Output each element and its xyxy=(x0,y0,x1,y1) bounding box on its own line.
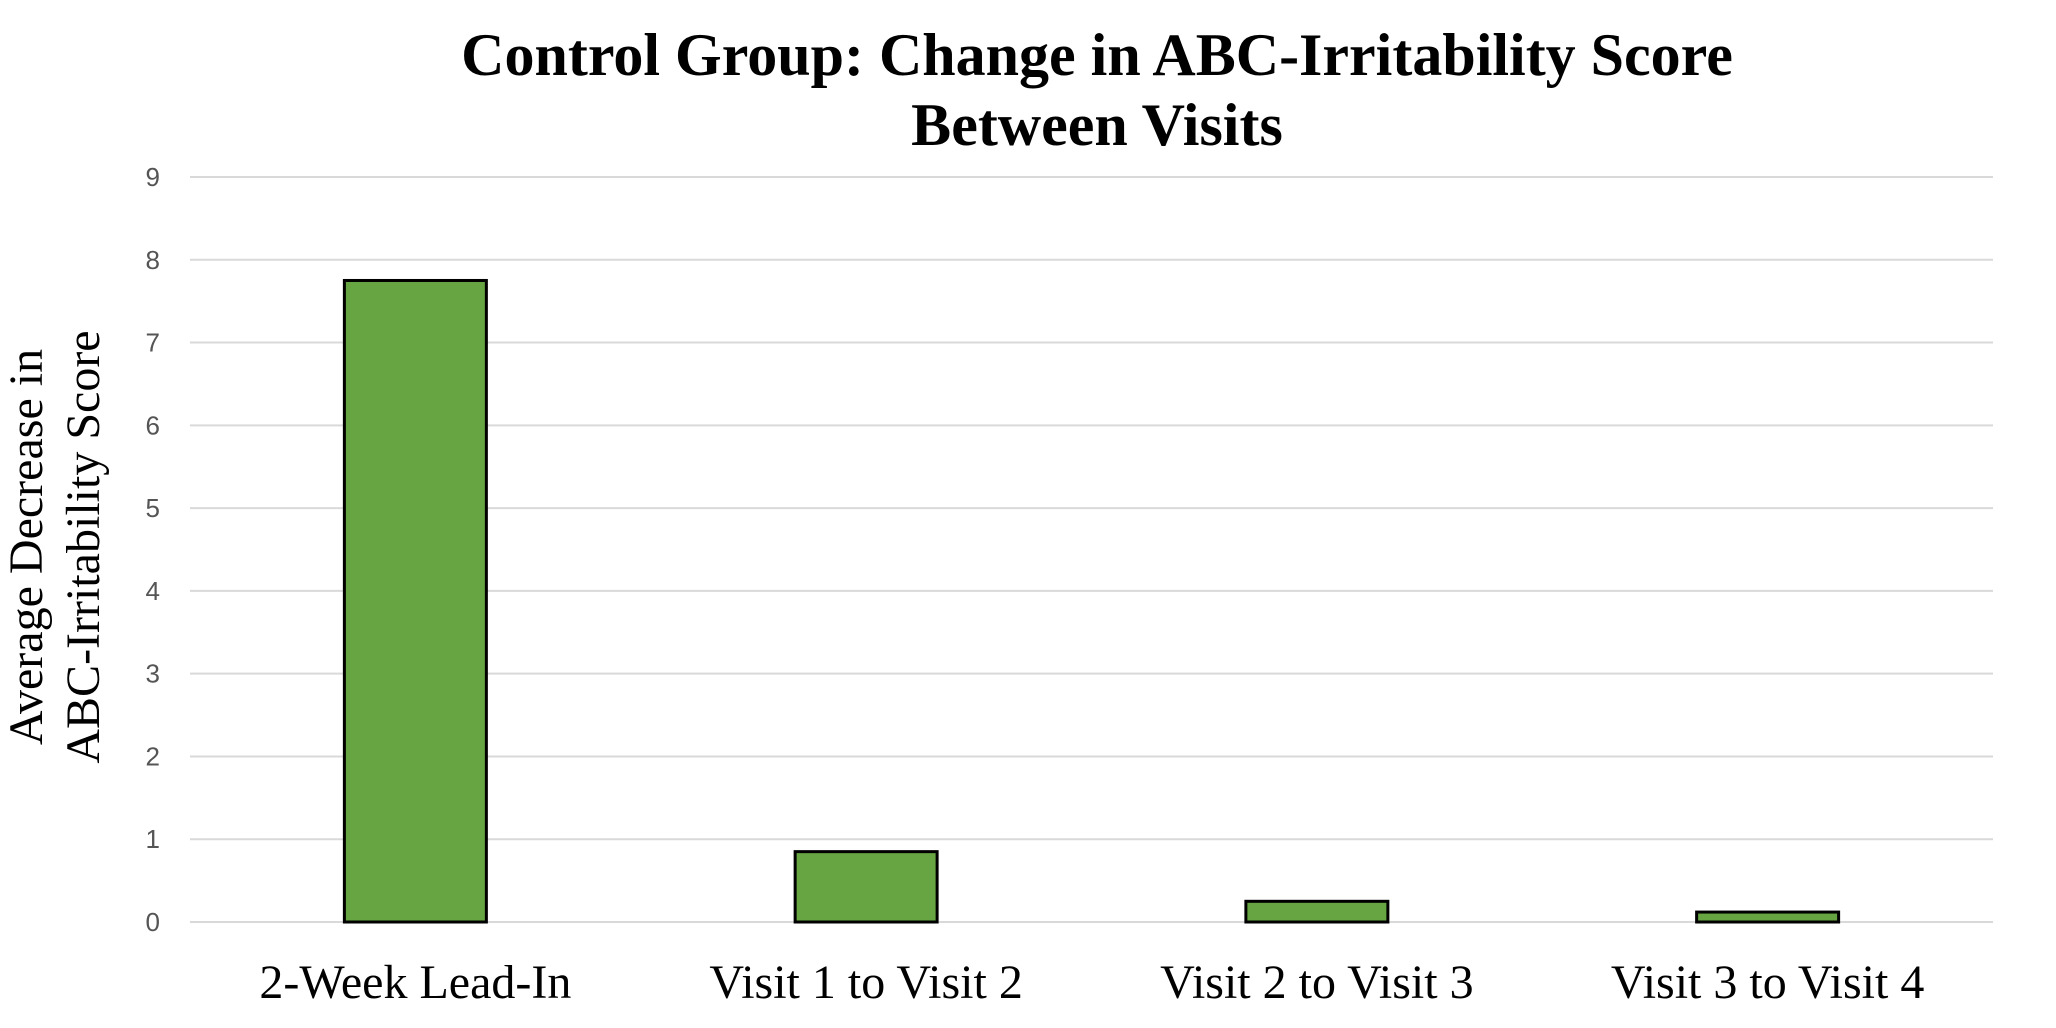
chart-title-line-1: Control Group: Change in ABC-Irritabilit… xyxy=(461,22,1733,88)
bar-1 xyxy=(342,278,488,924)
y-tick-label: 2 xyxy=(146,741,160,771)
y-tick-label: 7 xyxy=(146,328,160,358)
bar-3 xyxy=(1244,899,1390,924)
y-tick-label: 0 xyxy=(146,907,160,937)
x-tick-label: 2-Week Lead-In xyxy=(259,956,571,1009)
bars xyxy=(342,278,1841,924)
x-tick-label: Visit 1 to Visit 2 xyxy=(709,956,1022,1009)
y-axis-label-line-2: ABC-Irritability Score xyxy=(57,330,110,763)
x-axis-ticks: 2-Week Lead-In Visit 1 to Visit 2 Visit 2 … xyxy=(259,956,1924,1009)
x-tick-label: Visit 3 to Visit 4 xyxy=(1611,956,1924,1009)
y-tick-label: 4 xyxy=(146,576,160,606)
x-tick-label: Visit 2 to Visit 3 xyxy=(1160,956,1473,1009)
bar-4 xyxy=(1695,910,1841,924)
chart-title-line-2: Between Visits xyxy=(911,92,1283,158)
y-tick-label: 1 xyxy=(146,824,160,854)
y-tick-label: 6 xyxy=(146,410,160,440)
y-axis-label-line-1: Average Decrease in xyxy=(0,349,53,745)
y-tick-label: 9 xyxy=(146,162,160,192)
chart-title: Control Group: Change in ABC-Irritabilit… xyxy=(461,22,1733,158)
y-tick-label: 3 xyxy=(146,659,160,689)
y-axis-ticks: 0 1 2 3 4 5 6 7 8 9 xyxy=(146,162,160,937)
gridlines xyxy=(190,176,1993,923)
bar-2 xyxy=(793,850,939,924)
y-tick-label: 8 xyxy=(146,245,160,275)
y-tick-label: 5 xyxy=(146,493,160,523)
y-axis-label: Average Decrease in ABC-Irritability Sco… xyxy=(0,330,110,763)
